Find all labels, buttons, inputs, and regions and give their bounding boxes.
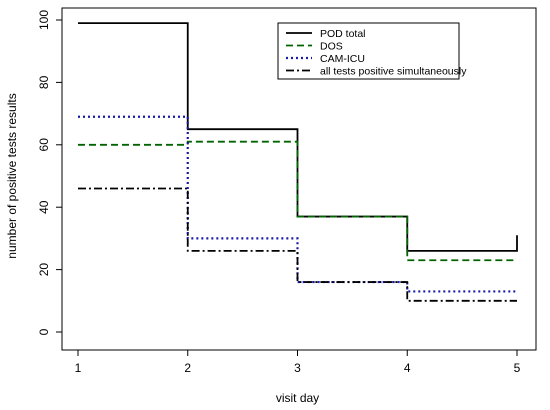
x-tick-label-1: 1 — [75, 361, 82, 375]
x-axis-label: visit day — [276, 391, 319, 405]
series-line-1 — [78, 140, 517, 262]
legend-label-2: CAM-ICU — [320, 53, 365, 65]
legend-label-0: POD total — [320, 28, 366, 40]
y-tick-label-100: 100 — [37, 10, 51, 30]
y-axis: 0 20 40 60 80 100 — [37, 10, 62, 335]
series-line-2 — [78, 115, 517, 293]
y-tick-label-20: 20 — [37, 263, 51, 277]
plot-frame — [61, 7, 537, 351]
x-tick-label-4: 4 — [404, 361, 411, 375]
x-tick-label-5: 5 — [514, 361, 521, 375]
y-tick-label-80: 80 — [37, 75, 51, 89]
series-layer — [78, 22, 518, 302]
y-tick-label-60: 60 — [37, 138, 51, 152]
x-tick-label-2: 2 — [184, 361, 191, 375]
x-tick-label-3: 3 — [294, 361, 301, 375]
legend-label-3: all tests positive simultaneously — [320, 66, 467, 78]
y-tick-label-0: 0 — [37, 328, 51, 335]
x-axis: 1 2 3 4 5 — [75, 350, 521, 375]
y-axis-label: number of positive tests results — [5, 93, 19, 258]
series-line-3 — [78, 187, 517, 302]
y-tick-label-40: 40 — [37, 200, 51, 214]
legend-label-1: DOS — [320, 41, 343, 53]
